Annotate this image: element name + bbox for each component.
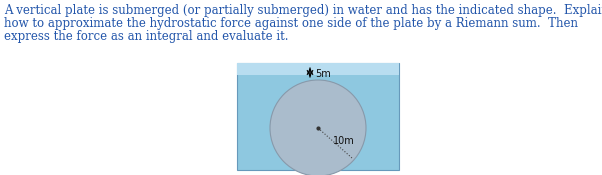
Text: A vertical plate is submerged (or partially submerged) in water and has the indi: A vertical plate is submerged (or partia… [4,4,602,17]
Bar [237,63,399,75]
Ellipse shape [270,80,366,175]
Bar [237,63,399,170]
Text: 5m: 5m [315,69,330,79]
Text: express the force as an integral and evaluate it.: express the force as an integral and eva… [4,30,288,43]
Text: how to approximate the hydrostatic force against one side of the plate by a Riem: how to approximate the hydrostatic force… [4,17,578,30]
Text: 10m: 10m [333,136,355,146]
